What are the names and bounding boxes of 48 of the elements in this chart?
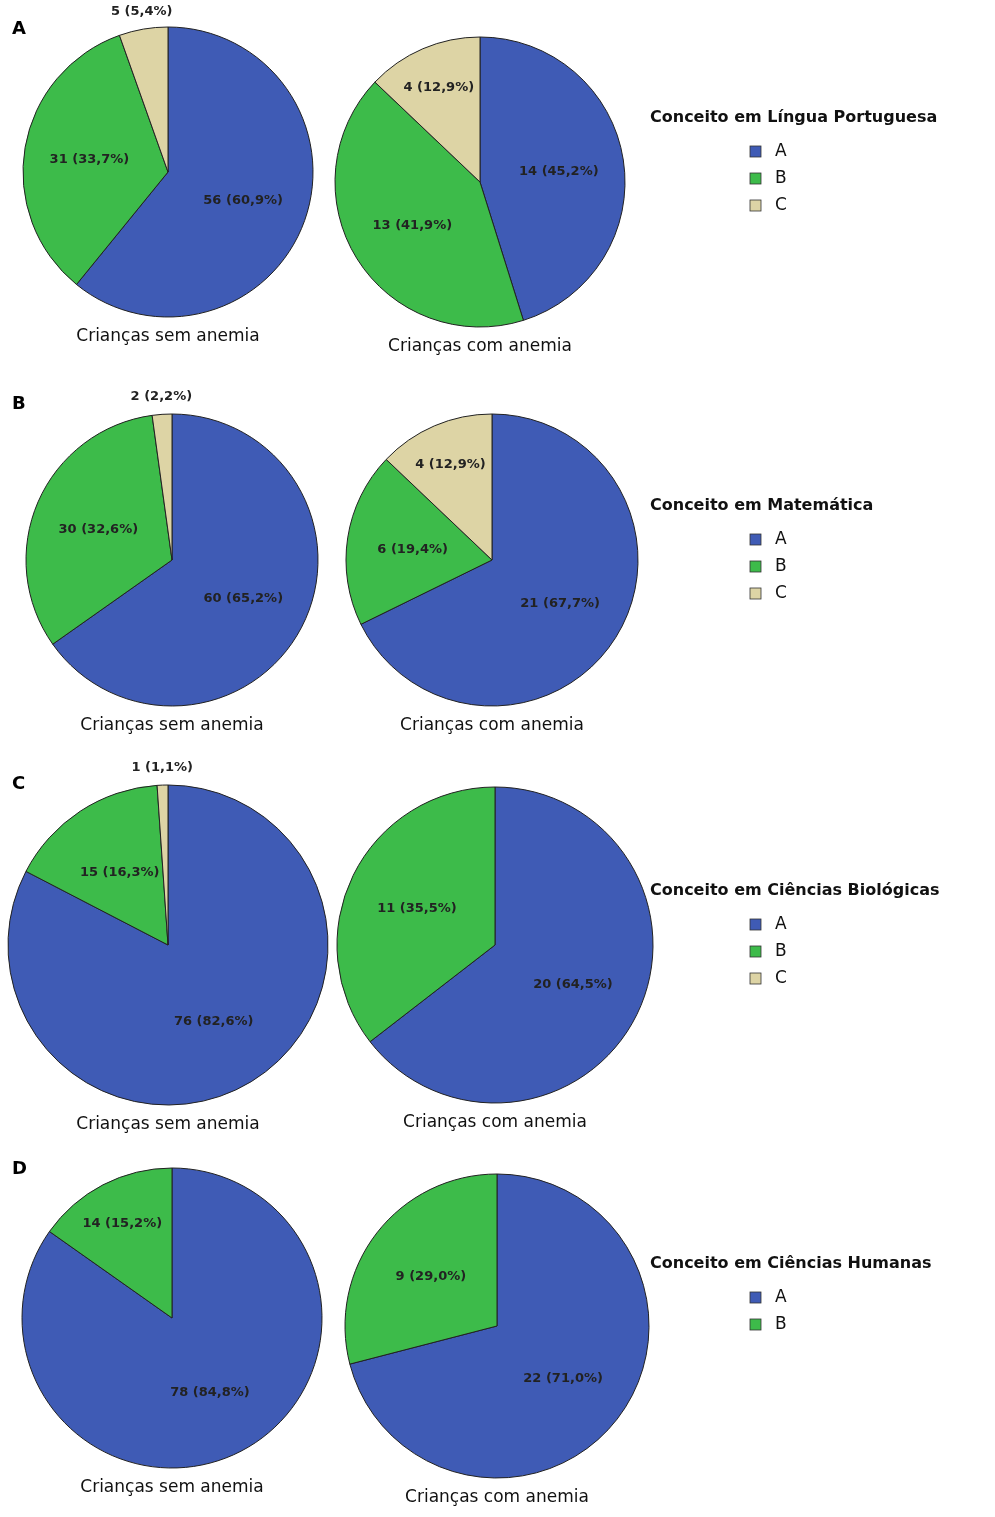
- legend-label: A: [775, 913, 787, 933]
- data-label: 20 (64,5%): [533, 976, 613, 992]
- text: Crianças sem anemia: [76, 1113, 260, 1133]
- text: Crianças sem anemia: [80, 714, 264, 734]
- text: Crianças com anemia: [388, 335, 572, 355]
- data-label: 13 (41,9%): [372, 217, 453, 233]
- legend-label: B: [775, 1313, 787, 1333]
- data-label: 22 (71,0%): [523, 1370, 603, 1386]
- legend-title: Conceito em Ciências Biológicas: [650, 880, 940, 899]
- legend-label: C: [775, 582, 787, 602]
- data-label: 4 (12,9%): [415, 456, 486, 472]
- data-label: 2 (2,2%): [130, 388, 193, 404]
- legend-label: A: [775, 1286, 787, 1306]
- data-label: 76 (82,6%): [173, 1013, 254, 1029]
- legend-label: C: [775, 967, 787, 987]
- data-label: 14 (15,2%): [82, 1215, 163, 1231]
- legend-label: C: [775, 194, 787, 214]
- text: Crianças sem anemia: [76, 325, 260, 345]
- data-label: 9 (29,0%): [395, 1267, 467, 1283]
- data-label: 78 (84,8%): [170, 1384, 250, 1400]
- chart-title: B: [12, 392, 26, 413]
- text: Crianças com anemia: [405, 1486, 589, 1506]
- data-label: 5 (5,4%): [110, 3, 173, 19]
- data-label: 14 (45,2%): [519, 162, 599, 178]
- data-label: 21 (67,7%): [520, 595, 600, 611]
- data-label: 1 (1,1%): [131, 759, 193, 775]
- text: Crianças sem anemia: [80, 1476, 264, 1496]
- text: A: [12, 17, 26, 38]
- data-label: 56 (60,9%): [203, 191, 283, 207]
- data-label: 30 (32,6%): [58, 521, 139, 537]
- text: Crianças com anemia: [403, 1111, 587, 1131]
- legend-title: Conceito em Matemática: [650, 495, 874, 514]
- data-label: 4 (12,9%): [403, 79, 475, 95]
- data-label: 31 (33,7%): [49, 151, 130, 167]
- legend-label: B: [775, 940, 787, 960]
- legend-label: B: [775, 167, 787, 187]
- text: C: [12, 772, 26, 793]
- data-label: 15 (16,3%): [79, 864, 160, 880]
- legend-label: A: [775, 528, 787, 548]
- data-label: 6 (19,4%): [377, 540, 448, 556]
- legend-label: A: [775, 140, 787, 160]
- legend-title: Conceito em Ciências Humanas: [650, 1253, 932, 1272]
- chart-title: D: [12, 1157, 27, 1178]
- data-label: 60 (65,2%): [203, 589, 284, 605]
- legend-title: Conceito em Língua Portuguesa: [650, 107, 938, 126]
- data-label: 11 (35,5%): [377, 899, 457, 915]
- legend-label: B: [775, 555, 787, 575]
- text: Crianças com anemia: [400, 714, 584, 734]
